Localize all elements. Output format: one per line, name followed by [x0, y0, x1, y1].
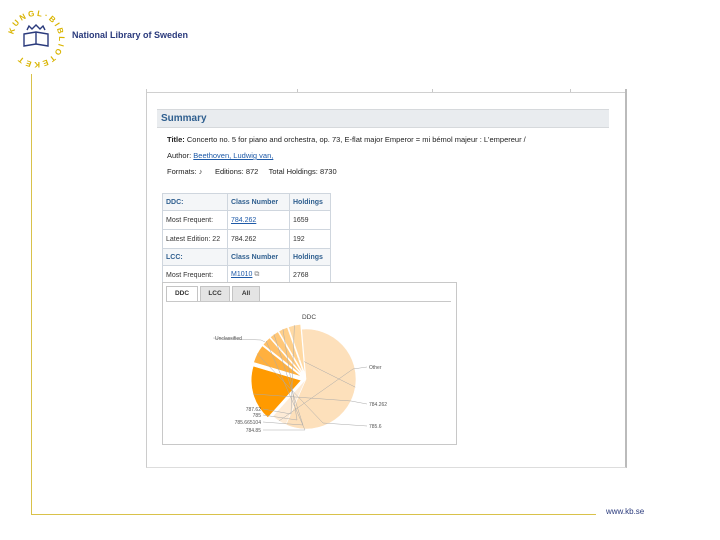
ddc-row-label: Most Frequent:	[162, 210, 228, 230]
pie-leader-line	[256, 353, 368, 427]
formats-label: Formats:	[167, 167, 197, 176]
pie-label: 787.62	[246, 407, 262, 413]
pie-label: 785.6	[369, 424, 382, 430]
brand-name: National Library of Sweden	[72, 30, 189, 40]
ddc-class-number: 784.262	[227, 229, 290, 249]
editions-label: Editions:	[214, 167, 244, 176]
stats-row: Formats: ♪ Editions: 872 Total Holdings:…	[167, 167, 337, 176]
classification-table: DDC: Class Number Holdings Most Frequent…	[162, 193, 331, 285]
pie-leader-line	[262, 325, 295, 415]
ddc-pie-chart: DDC Unclassified Other 784.262 785.6 784.85 7…	[212, 314, 387, 434]
class-number-header: Class Number	[227, 193, 290, 211]
pie-label: 784.262	[369, 402, 387, 408]
tabs-divider	[166, 301, 451, 302]
external-link-icon[interactable]: ⧉	[254, 271, 260, 278]
summary-header: Summary	[157, 109, 609, 128]
lcc-header: LCC:	[162, 248, 228, 266]
tab-all[interactable]: All	[232, 286, 260, 301]
website-url[interactable]: www.kb.se	[606, 507, 645, 516]
pie-leader-line	[262, 329, 298, 421]
music-note-icon[interactable]: ♪	[198, 167, 203, 176]
summary-heading: Summary	[161, 113, 207, 124]
accent-vertical-line	[31, 74, 32, 515]
book-crown-icon	[23, 24, 49, 47]
author-label: Author:	[167, 151, 192, 160]
pie-leader-line	[278, 366, 368, 422]
title-value: Concerto no. 5 for piano and orchestra, …	[186, 135, 526, 144]
ddc-class-link[interactable]: 784.262	[231, 216, 257, 224]
chart-panel: DDC LCC All DDC Unclassified Other 784.262…	[162, 282, 457, 445]
ddc-holdings: 192	[289, 229, 331, 249]
ddc-header: DDC:	[162, 193, 228, 211]
pie-label: 785	[253, 413, 262, 419]
pie-label: 784.85	[246, 428, 262, 434]
ddc-holdings: 1659	[289, 210, 331, 230]
pie-label: Unclassified	[215, 336, 242, 342]
pie-slice-787-62[interactable]	[287, 323, 306, 375]
tab-ddc[interactable]: DDC	[166, 286, 198, 301]
kb-logo: KUNGL·BIBLIOTEKET	[5, 8, 67, 70]
title-label: Title:	[167, 135, 185, 144]
ddc-row-label: Latest Edition: 22	[162, 229, 228, 249]
pie-leader-line	[262, 334, 304, 426]
author-row: Author: Beethoven, Ludwig van,	[167, 151, 273, 160]
top-tabs-strip	[147, 89, 625, 93]
author-link[interactable]: Beethoven, Ludwig van,	[193, 151, 274, 160]
pie-slice-784-85[interactable]	[262, 337, 303, 376]
holdings-label: Total Holdings:	[268, 167, 318, 176]
holdings-value: 8730	[319, 167, 337, 176]
pie-label: 785.665104	[235, 420, 262, 426]
pie-leader-line	[253, 393, 368, 405]
chart-title: DDC	[302, 314, 316, 321]
summary-screenshot: Summary Title: Concerto no. 5 for piano …	[146, 89, 627, 468]
pie-leader-line	[212, 337, 356, 388]
class-number-header: Class Number	[227, 248, 290, 266]
holdings-header: Holdings	[289, 248, 331, 266]
holdings-header: Holdings	[289, 193, 331, 211]
pie-slice-784-262[interactable]	[250, 365, 302, 419]
pie-label: Other	[369, 365, 382, 371]
lcc-class-link[interactable]: M1010	[231, 271, 253, 278]
pie-leader-line	[263, 340, 306, 431]
accent-horizontal-line	[31, 514, 596, 515]
tab-lcc[interactable]: LCC	[200, 286, 230, 301]
editions-value: 872	[245, 167, 259, 176]
title-row: Title: Concerto no. 5 for piano and orch…	[167, 135, 526, 144]
